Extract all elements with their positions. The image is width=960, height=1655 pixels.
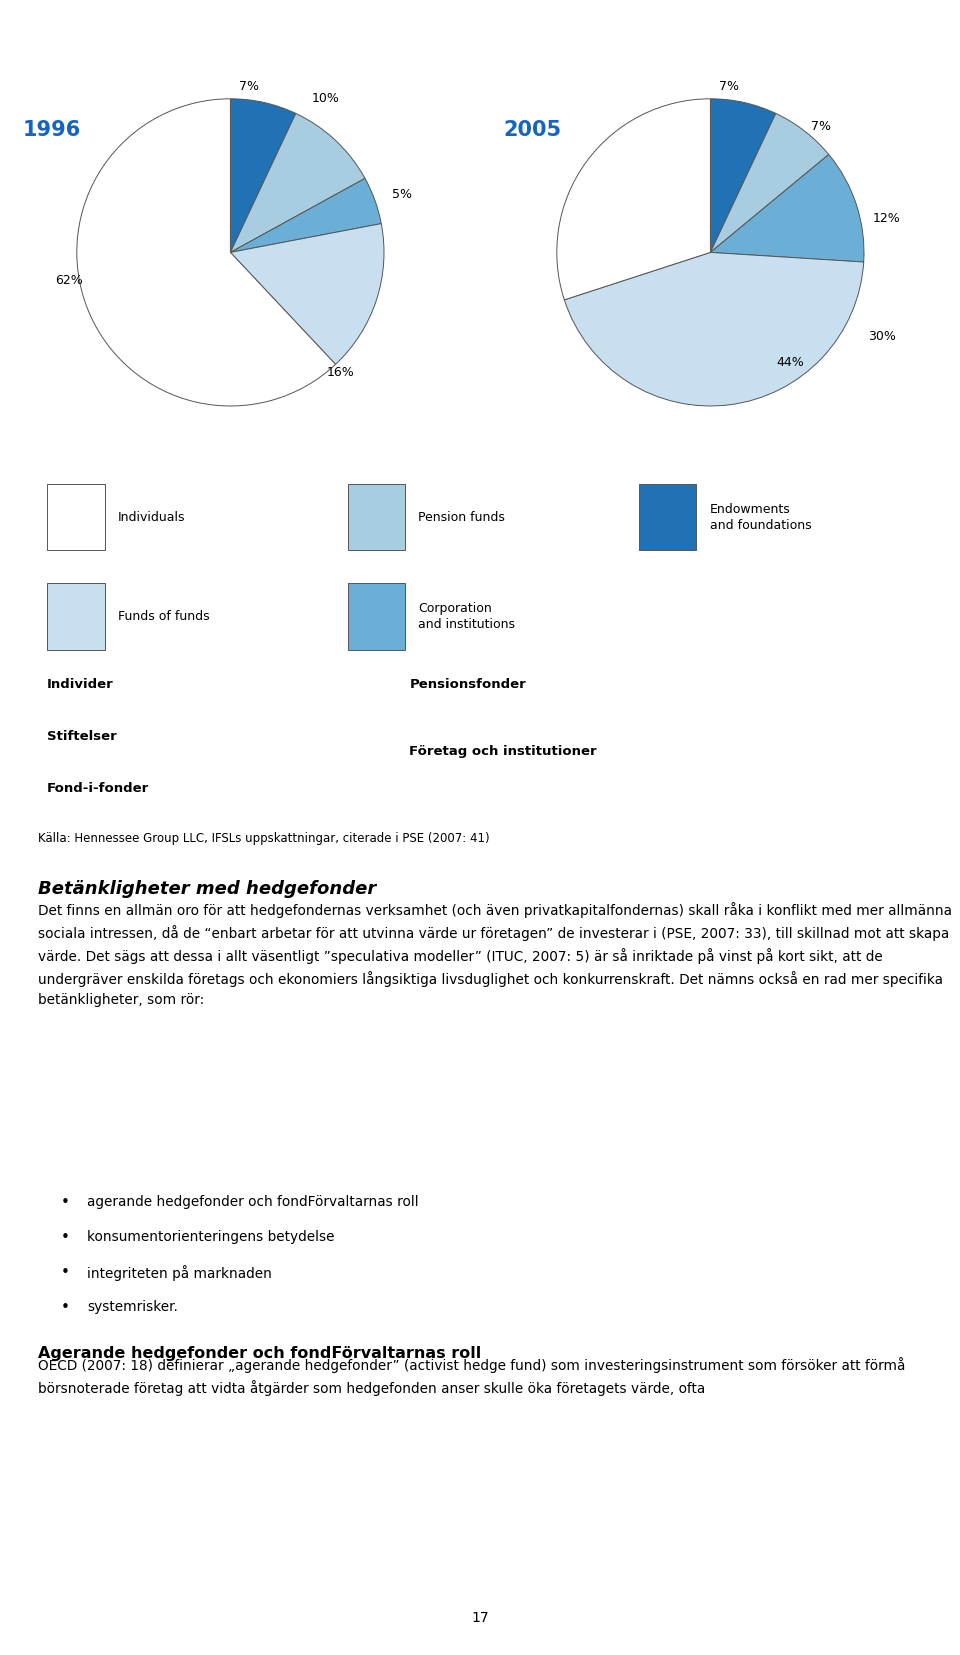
Text: •: • xyxy=(60,1264,69,1281)
Text: Funds of funds: Funds of funds xyxy=(118,611,209,622)
Text: OECD (2007: 18) definierar „agerande hedgefonder” (activist hedge fund) som inve: OECD (2007: 18) definierar „agerande hed… xyxy=(38,1357,906,1397)
Text: Företag och institutioner: Företag och institutioner xyxy=(409,745,597,758)
Bar xyxy=(348,485,405,551)
Text: Fond-i-fonder: Fond-i-fonder xyxy=(47,783,150,794)
Text: 7%: 7% xyxy=(811,119,831,132)
Text: systemrisker.: systemrisker. xyxy=(87,1301,178,1314)
Wedge shape xyxy=(710,114,828,253)
Text: 12%: 12% xyxy=(874,212,900,225)
Text: Endowments
and foundations: Endowments and foundations xyxy=(709,503,811,531)
Text: 16%: 16% xyxy=(327,366,355,379)
Text: 1996: 1996 xyxy=(23,119,82,139)
Wedge shape xyxy=(710,99,776,253)
Text: Pension funds: Pension funds xyxy=(419,511,505,523)
Text: Det finns en allmän oro för att hedgefondernas verksamhet (och även privatkapita: Det finns en allmän oro för att hedgefon… xyxy=(38,902,952,1008)
Text: Individuals: Individuals xyxy=(118,511,185,523)
Wedge shape xyxy=(564,253,864,405)
Text: Pensionsfonder: Pensionsfonder xyxy=(409,679,526,690)
Wedge shape xyxy=(230,223,384,364)
Text: Corporation
and institutions: Corporation and institutions xyxy=(419,602,516,631)
Text: 17: 17 xyxy=(471,1612,489,1625)
Text: 5%: 5% xyxy=(393,187,413,200)
Text: •: • xyxy=(60,1230,69,1245)
Text: •: • xyxy=(60,1195,69,1210)
Text: 30%: 30% xyxy=(869,331,897,343)
Wedge shape xyxy=(557,99,710,300)
Text: 62%: 62% xyxy=(56,273,83,286)
Bar xyxy=(348,584,405,650)
Bar xyxy=(639,485,696,551)
Text: Stiftelser: Stiftelser xyxy=(47,730,117,743)
Text: konsumentorienteringens betydelse: konsumentorienteringens betydelse xyxy=(87,1230,334,1245)
Text: agerande hedgefonder och fondFörvaltarnas roll: agerande hedgefonder och fondFörvaltarna… xyxy=(87,1195,419,1210)
Bar xyxy=(47,485,105,551)
Wedge shape xyxy=(230,114,365,253)
Text: 2005: 2005 xyxy=(503,119,562,139)
Wedge shape xyxy=(230,179,381,253)
Text: •: • xyxy=(60,1301,69,1316)
Text: Individer: Individer xyxy=(47,679,114,690)
Wedge shape xyxy=(77,99,336,405)
Text: 7%: 7% xyxy=(239,79,259,93)
Text: 7%: 7% xyxy=(719,79,739,93)
Bar xyxy=(47,584,105,650)
Text: 10%: 10% xyxy=(312,93,340,106)
Text: Betänkligheter med hedgefonder: Betänkligheter med hedgefonder xyxy=(38,880,376,899)
Text: Källa: Hennessee Group LLC, IFSLs uppskattningar, citerade i PSE (2007: 41): Källa: Hennessee Group LLC, IFSLs uppska… xyxy=(38,832,490,846)
Text: integriteten på marknaden: integriteten på marknaden xyxy=(87,1264,272,1281)
Text: 44%: 44% xyxy=(777,356,804,369)
Wedge shape xyxy=(230,99,296,253)
Wedge shape xyxy=(710,154,864,261)
Text: Agerande hedgefonder och fondFörvaltarnas roll: Agerande hedgefonder och fondFörvaltarna… xyxy=(38,1346,482,1360)
